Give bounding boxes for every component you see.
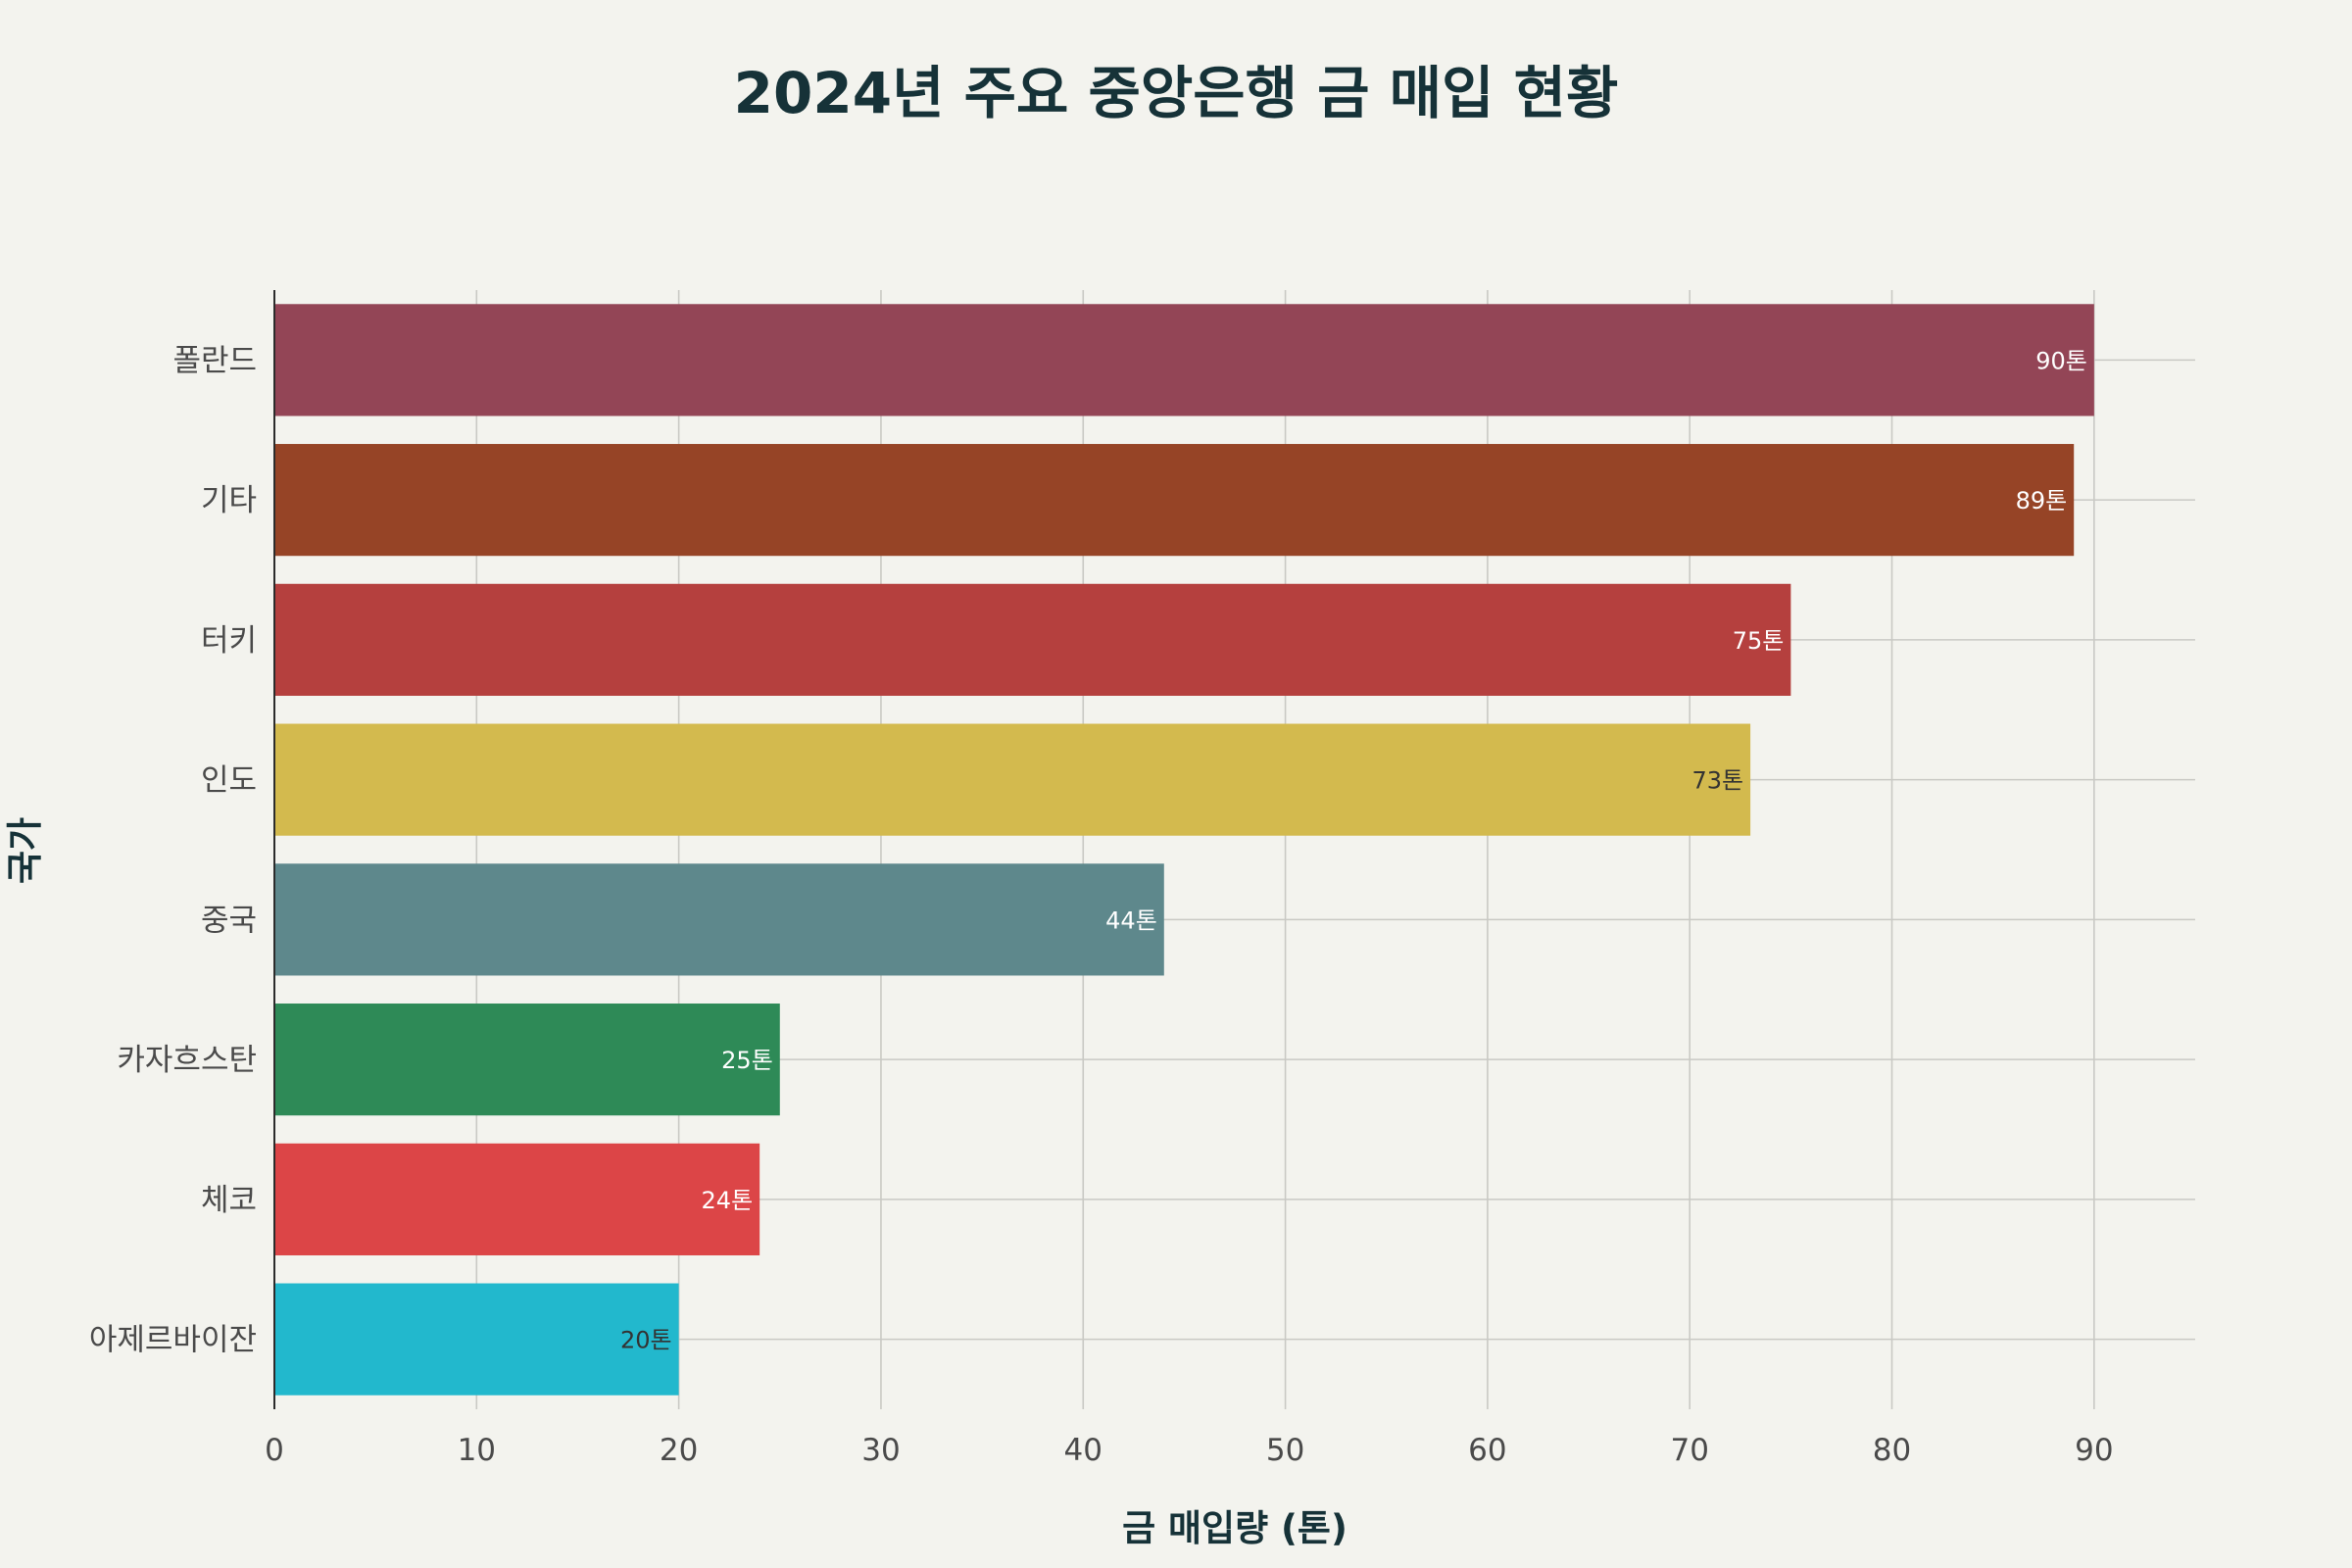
y-axis-title: 국가 [4, 817, 46, 884]
y-category-label: 체코 [201, 1183, 257, 1218]
bar [274, 1283, 679, 1396]
x-tick-label: 10 [458, 1433, 496, 1468]
x-tick-label: 30 [861, 1433, 900, 1468]
x-tick-label: 0 [265, 1433, 284, 1468]
y-category-label: 카자흐스탄 [117, 1043, 257, 1078]
bar-data-label: 90톤 [2035, 347, 2087, 374]
x-tick-label: 20 [660, 1433, 698, 1468]
y-category-label: 터키 [201, 623, 257, 659]
bar [274, 863, 1164, 976]
x-axis-title: 금 매입량 (톤) [1122, 1507, 1348, 1549]
y-category-label: 아제르바이잔 [89, 1323, 257, 1358]
data-labels: 90톤 89톤 75톤 73톤 44톤 25톤 24톤 20톤 [620, 347, 2087, 1353]
bar [274, 583, 1791, 696]
bar-data-label: 89톤 [2016, 487, 2068, 514]
y-category-label: 중국 [201, 903, 257, 938]
bar [274, 1143, 760, 1255]
x-tick-label: 70 [1670, 1433, 1708, 1468]
bar [274, 444, 2075, 557]
x-tick-label: 40 [1064, 1433, 1102, 1468]
bar [274, 1004, 780, 1116]
bar-data-label: 25톤 [721, 1047, 773, 1074]
y-category-label: 폴란드 [172, 343, 257, 378]
bar [274, 304, 2094, 416]
y-category-label: 기타 [201, 483, 257, 518]
x-tick-label: 50 [1266, 1433, 1304, 1468]
x-tick-label: 60 [1468, 1433, 1506, 1468]
bar-data-label: 73톤 [1691, 767, 1743, 795]
y-category-label: 인도 [201, 763, 257, 799]
chart-title: 2024년 주요 중앙은행 금 매입 현황 [734, 60, 1619, 126]
bar [274, 723, 1751, 836]
x-axis-ticks: 0 10 20 30 40 50 60 70 80 90 [265, 1433, 2113, 1468]
x-tick-label: 90 [2075, 1433, 2113, 1468]
bar-data-label: 75톤 [1733, 627, 1785, 655]
bars [274, 304, 2094, 1396]
bar-data-label: 20톤 [620, 1327, 672, 1354]
bar-data-label: 24톤 [702, 1187, 754, 1214]
x-tick-label: 80 [1873, 1433, 1911, 1468]
bar-data-label: 44톤 [1105, 906, 1157, 934]
